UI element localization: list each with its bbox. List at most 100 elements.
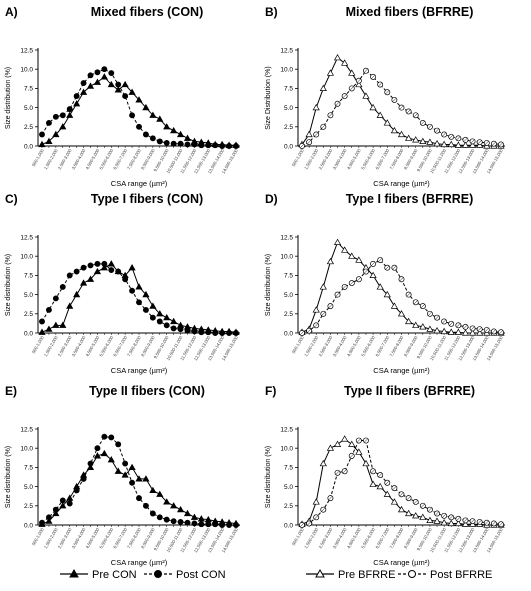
data-point	[226, 143, 233, 149]
data-point	[142, 290, 150, 298]
data-point	[79, 279, 88, 286]
data-point-mark	[406, 109, 411, 114]
data-point	[52, 130, 60, 138]
data-point	[45, 517, 53, 524]
data-point	[183, 134, 192, 141]
data-point	[115, 81, 122, 88]
data-point-mark	[321, 311, 326, 316]
data-point	[205, 521, 212, 528]
y-tick-label: 12.5	[280, 426, 293, 433]
data-point	[341, 246, 349, 253]
data-point-mark	[484, 327, 489, 332]
data-point	[163, 313, 171, 321]
series-line-pre-con	[41, 453, 237, 525]
data-point	[454, 141, 462, 148]
data-point	[45, 120, 52, 126]
data-point	[128, 463, 136, 470]
data-point-mark	[363, 438, 368, 443]
data-point-mark	[307, 521, 312, 526]
data-point-mark	[314, 515, 319, 520]
y-tick-label: 12.5	[280, 47, 293, 54]
data-point-mark	[349, 453, 354, 458]
data-point	[383, 290, 391, 298]
data-point-mark	[420, 304, 425, 309]
data-point-mark	[378, 473, 383, 478]
data-point	[440, 327, 448, 335]
data-point	[319, 283, 327, 290]
data-point	[333, 53, 342, 61]
data-point-mark	[470, 139, 475, 144]
x-tick-label: 500-1,000	[291, 147, 305, 167]
data-point	[184, 519, 191, 526]
y-tick-label: 12.5	[20, 234, 33, 241]
data-point	[114, 86, 122, 93]
y-tick-label: 5.0	[284, 292, 293, 299]
data-point	[433, 139, 441, 147]
data-point	[170, 325, 177, 332]
y-tick-label: 7.5	[24, 86, 33, 93]
data-point-mark	[413, 499, 418, 504]
data-point-mark	[463, 324, 468, 329]
y-tick-label: 12.5	[20, 47, 33, 54]
data-point-mark	[300, 523, 304, 527]
data-point-mark	[349, 86, 354, 91]
data-point	[59, 112, 66, 119]
data-point	[114, 467, 122, 474]
panel-letter: A)	[5, 5, 18, 19]
data-point	[333, 238, 342, 245]
data-point-mark	[442, 319, 447, 324]
y-tick-label: 0.0	[284, 330, 293, 337]
y-tick-label: 2.5	[284, 124, 293, 131]
y-tick-label: 7.5	[284, 465, 293, 472]
data-point	[156, 514, 163, 521]
data-point	[341, 435, 349, 442]
data-point	[219, 330, 226, 336]
data-point	[163, 516, 170, 523]
data-point	[163, 139, 170, 146]
data-point	[176, 130, 185, 138]
data-point	[205, 142, 212, 149]
data-point-mark	[328, 304, 333, 309]
panel-title: Type II fibers (CON)	[89, 384, 205, 398]
legend-label: Pre BFRRE	[338, 569, 395, 581]
data-point	[468, 141, 477, 148]
data-point	[73, 290, 81, 298]
y-tick-label: 2.5	[24, 124, 33, 131]
data-point	[149, 510, 156, 517]
data-point	[390, 302, 398, 309]
y-tick-label: 5.0	[24, 484, 33, 491]
data-point-mark	[392, 486, 397, 491]
data-point	[107, 80, 115, 88]
y-axis-label: Size distribution (%)	[5, 446, 12, 508]
data-point	[80, 264, 87, 271]
data-point	[405, 134, 413, 141]
data-point-mark	[491, 141, 496, 146]
y-tick-label: 10.0	[280, 67, 293, 74]
panel-title: Type II fibers (BFRRE)	[344, 384, 475, 398]
data-point	[45, 137, 53, 144]
data-point-mark	[356, 277, 361, 282]
data-point	[39, 131, 45, 138]
data-point-mark	[385, 480, 390, 485]
legend-marker	[408, 570, 416, 578]
data-point	[397, 310, 406, 317]
data-point-mark	[463, 137, 468, 142]
data-point-mark	[420, 503, 425, 508]
y-tick-label: 10.0	[20, 67, 33, 74]
data-point	[66, 272, 73, 279]
y-tick-label: 7.5	[24, 273, 33, 280]
data-point	[190, 513, 199, 520]
data-point-mark	[484, 520, 489, 525]
data-point	[233, 330, 239, 336]
y-tick-label: 7.5	[24, 465, 33, 472]
data-point	[212, 330, 219, 336]
data-point	[461, 520, 470, 527]
x-tick-label: 500-1,000	[291, 526, 305, 546]
data-point	[142, 103, 150, 111]
y-axis-label: Size distribution (%)	[5, 67, 12, 129]
data-point	[376, 111, 384, 118]
data-point	[369, 271, 377, 278]
y-tick-label: 2.5	[284, 311, 293, 318]
legend-marker	[154, 570, 162, 578]
